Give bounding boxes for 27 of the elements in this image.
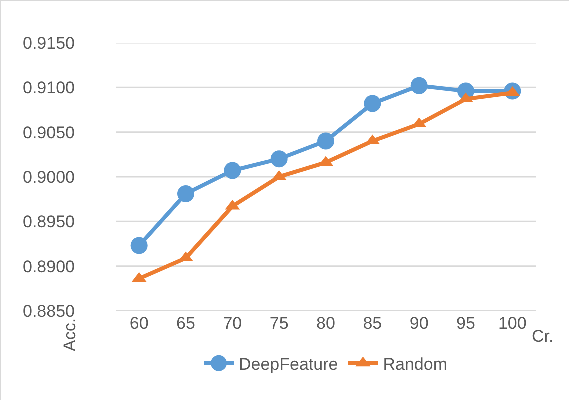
point: [270, 150, 288, 168]
point: [130, 237, 148, 254]
x-axis-title: Cr.: [532, 327, 554, 346]
x-tick-label: 70: [223, 314, 242, 333]
point: [178, 185, 194, 202]
legend-label: DeepFeature: [239, 355, 338, 374]
x-tick-label: 80: [316, 314, 336, 333]
y-tick-label: 0.9100: [23, 78, 75, 98]
point: [318, 132, 334, 150]
point: [224, 162, 242, 180]
y-tick-label: 0.9150: [23, 34, 75, 53]
point: [410, 77, 428, 94]
y-tick-label: 0.9050: [23, 123, 75, 142]
point: [364, 95, 382, 112]
y-tick-label: 0.8900: [23, 257, 75, 276]
legend-label: Random: [383, 355, 448, 374]
x-tick-label: 100: [498, 314, 527, 333]
y-tick-label: 0.8950: [23, 212, 75, 232]
x-tick-label: 65: [176, 314, 196, 333]
y-tick-label: 0.8850: [23, 302, 75, 321]
x-tick-label: 85: [363, 314, 382, 333]
x-tick-label: 60: [130, 314, 149, 333]
x-tick-label: 75: [270, 314, 289, 333]
y-tick-label: 0.9000: [23, 168, 75, 187]
x-tick-label: 95: [456, 314, 476, 333]
x-tick-label: 90: [410, 314, 429, 333]
y-axis-title: Acc.: [60, 318, 80, 352]
